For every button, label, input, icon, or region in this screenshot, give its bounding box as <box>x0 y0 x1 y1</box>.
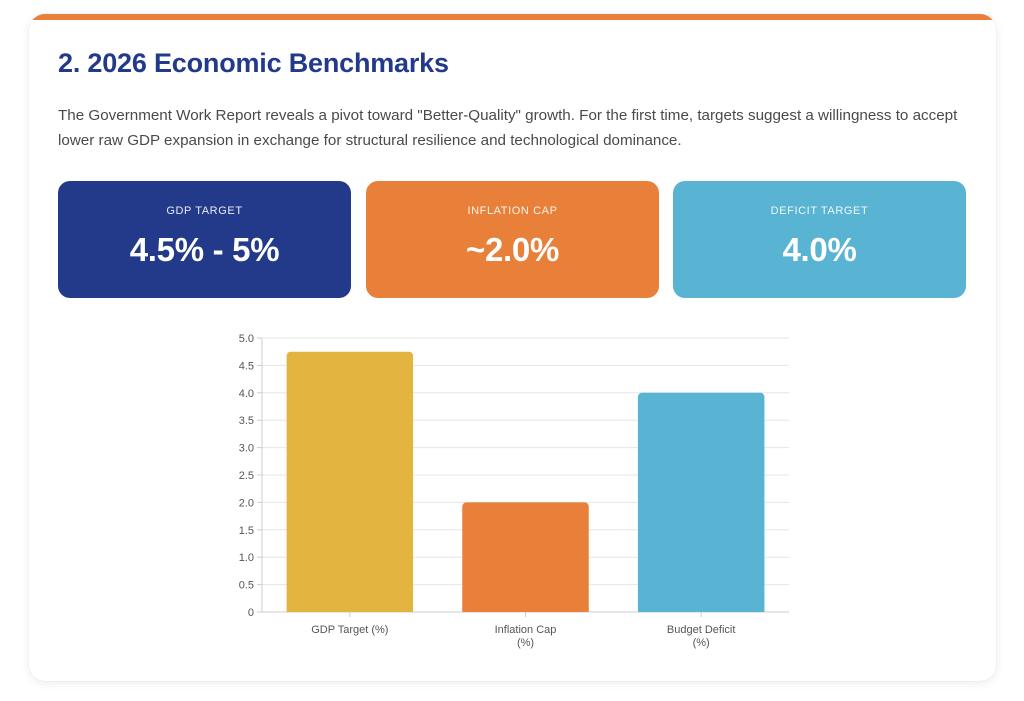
bar-base <box>637 608 765 612</box>
bar <box>462 502 589 612</box>
bar-base <box>462 608 589 612</box>
y-tick-label: 0 <box>248 607 254 619</box>
y-tick-label: 3.5 <box>239 415 254 427</box>
stat-label: DEFICIT TARGET <box>770 205 869 217</box>
stat-value: ~2.0% <box>466 231 559 268</box>
stat-label: INFLATION CAP <box>467 205 558 217</box>
y-tick-label: 2.0 <box>239 497 254 509</box>
benchmarks-bar-chart: 0 0.5 1.0 1.5 2.0 2.5 3.0 3.5 4.0 4.5 5.0 GDP Targe… <box>239 333 789 649</box>
stat-value: 4.0% <box>782 231 857 268</box>
stat-tile-gdp-target: GDP TARGET 4.5% - 5% <box>58 181 351 298</box>
y-tick-label: 1.0 <box>239 552 254 564</box>
benchmarks-card: 2. 2026 Economic Benchmarks The Governme… <box>29 14 996 681</box>
bar <box>286 351 414 612</box>
stat-tile-inflation-cap: INFLATION CAP ~2.0% <box>366 181 659 298</box>
y-tick-label: 4.0 <box>239 388 254 400</box>
y-tick-label: 2.5 <box>239 470 254 482</box>
x-tick-label: Budget Deficit <box>667 624 735 636</box>
y-tick-label: 0.5 <box>239 580 254 592</box>
stat-tile-deficit-target: DEFICIT TARGET 4.0% <box>673 181 966 298</box>
stat-label: GDP TARGET <box>166 205 243 217</box>
y-tick-label: 4.5 <box>239 360 254 372</box>
card-accent-bar <box>29 14 996 20</box>
section-intro: The Government Work Report reveals a piv… <box>58 107 958 149</box>
bar <box>637 392 765 612</box>
y-tick-label: 1.5 <box>239 525 254 537</box>
x-tick-label: GDP Target (%) <box>311 624 388 636</box>
bar-base <box>286 608 414 612</box>
section-title: 2. 2026 Economic Benchmarks <box>58 48 449 78</box>
x-tick-label: Inflation Cap <box>495 624 557 636</box>
y-tick-label: 3.0 <box>239 443 254 455</box>
stat-value: 4.5% - 5% <box>129 231 280 268</box>
x-tick-label: (%) <box>693 637 710 649</box>
x-tick-label: (%) <box>517 637 534 649</box>
y-tick-label: 5.0 <box>239 333 254 345</box>
